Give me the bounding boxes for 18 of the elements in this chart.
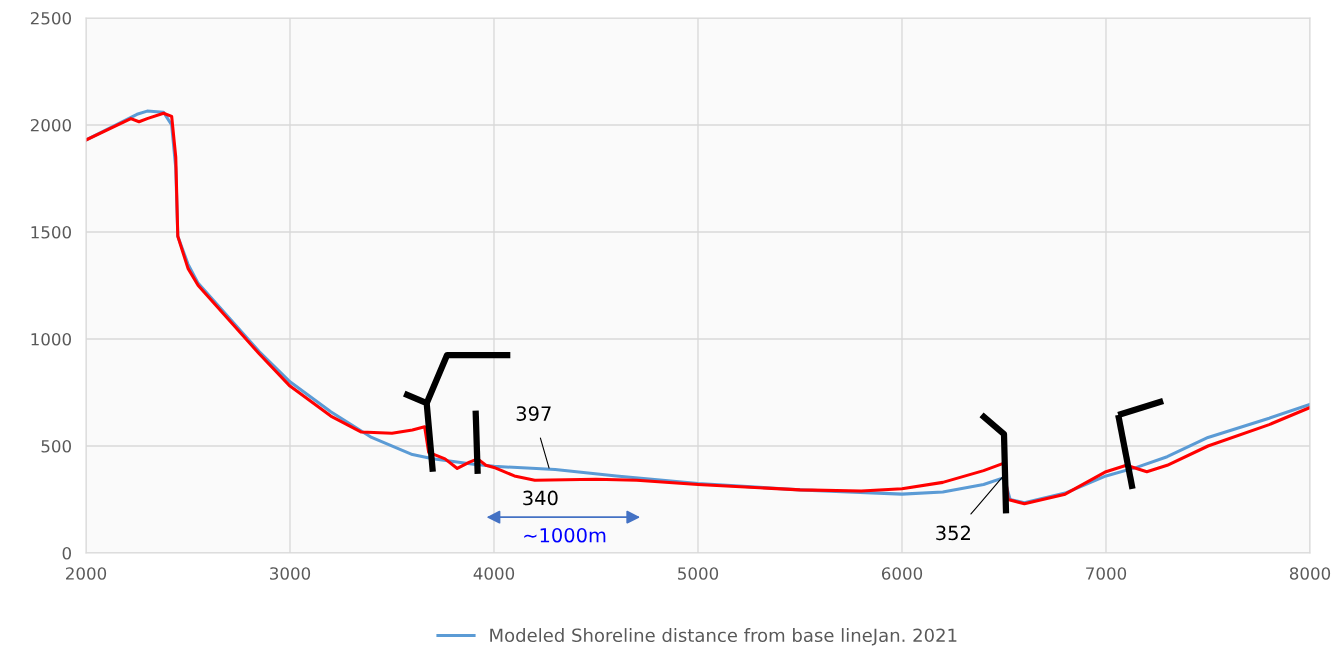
x-tick-label: 7000 [1086, 567, 1127, 580]
y-tick-label: 500 [41, 439, 71, 453]
x-tick-label: 8000 [1289, 567, 1331, 580]
x-tick-label: 4000 [473, 567, 515, 580]
y-tick-label: 1500 [31, 225, 71, 239]
x-tick-label: 2000 [66, 567, 107, 580]
annotation: ~1000m [524, 527, 606, 543]
x-tick-label: 6000 [881, 567, 923, 580]
x-tick-label: 5000 [678, 567, 719, 580]
y-tick-label: 2000 [30, 118, 71, 132]
annotation: 340 [523, 490, 558, 506]
legend-label: Modeled Shoreline distance from base lineJan. 2021 [490, 628, 957, 646]
y-tick-label: 0 [62, 546, 71, 560]
y-tick-label: 2500 [30, 11, 71, 25]
annotation: 397 [516, 406, 551, 421]
y-tick-label: 1000 [31, 332, 71, 346]
x-tick-label: 3000 [270, 567, 311, 580]
annotation: 352 [936, 525, 970, 541]
